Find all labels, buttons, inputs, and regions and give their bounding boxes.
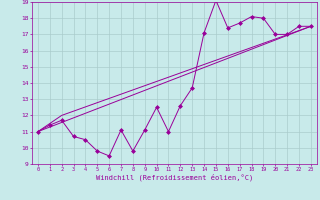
X-axis label: Windchill (Refroidissement éolien,°C): Windchill (Refroidissement éolien,°C) [96, 174, 253, 181]
